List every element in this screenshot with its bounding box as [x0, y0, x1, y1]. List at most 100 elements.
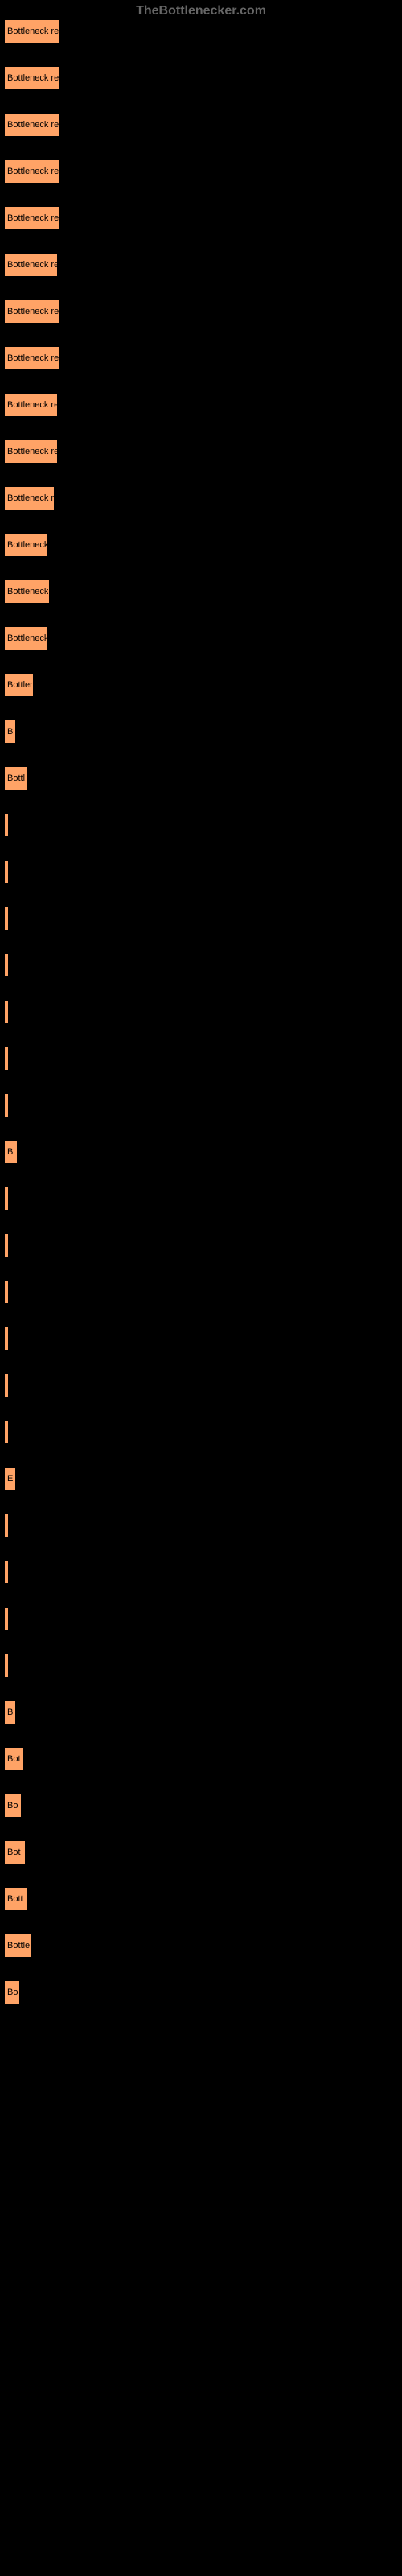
chart-bar: Bottleneck [4, 580, 50, 604]
chart-bar: Bottl [4, 766, 28, 791]
chart-bar: B [4, 720, 16, 744]
bar-link[interactable] [4, 1000, 9, 1024]
chart-bar [4, 1327, 9, 1351]
bar-label: Bottl [7, 774, 25, 783]
bar-label: Bot [7, 1847, 21, 1857]
bar-link[interactable]: Bot [4, 1840, 26, 1864]
chart-bar: B [4, 1700, 16, 1724]
bar-link[interactable]: Bottl [4, 766, 28, 791]
bar-link[interactable] [4, 1560, 9, 1584]
bar-link[interactable] [4, 1280, 9, 1304]
bar-row: Bottle [4, 1934, 402, 1957]
chart-bar: B [4, 1140, 18, 1164]
chart-bar [4, 953, 9, 977]
bar-row: Bottleneck res [4, 347, 402, 369]
bar-row [4, 1001, 402, 1023]
bar-link[interactable]: Bottle [4, 1934, 32, 1958]
bar-link[interactable]: Bottleneck [4, 580, 50, 604]
chart-bar: E [4, 1467, 16, 1491]
bar-link[interactable]: Bottleneck res [4, 66, 60, 90]
bar-link[interactable]: Bot [4, 1747, 24, 1771]
bar-row [4, 907, 402, 930]
bar-link[interactable]: Bottleneck res [4, 159, 60, 184]
bar-row: Bottleneck [4, 627, 402, 650]
bar-link[interactable] [4, 1327, 9, 1351]
bar-link[interactable]: Bottleneck res [4, 19, 60, 43]
bar-label: Bottleneck res [7, 167, 59, 176]
bar-row: Bottleneck res [4, 300, 402, 323]
bar-link[interactable] [4, 1093, 9, 1117]
bar-link[interactable]: Bottleneck [4, 626, 48, 650]
bar-row [4, 861, 402, 883]
bar-link[interactable] [4, 1420, 9, 1444]
bar-link[interactable] [4, 1046, 9, 1071]
bar-link[interactable] [4, 1233, 9, 1257]
bar-link[interactable]: B [4, 1140, 18, 1164]
bar-label: Bottleneck res [7, 27, 59, 36]
chart-bar: Bottleneck [4, 626, 48, 650]
bar-row: Bottl [4, 767, 402, 790]
bar-link[interactable]: Bottleneck res [4, 299, 60, 324]
chart-bar: Bottleneck res [4, 159, 60, 184]
bar-link[interactable]: Bo [4, 1980, 20, 2004]
bar-row [4, 1094, 402, 1117]
bar-link[interactable]: E [4, 1467, 16, 1491]
watermark-text: TheBottlenecker.com [136, 4, 266, 19]
bar-row [4, 1374, 402, 1397]
bar-link[interactable]: Bottleneck r [4, 486, 55, 510]
chart-bar [4, 1560, 9, 1584]
bar-link[interactable] [4, 1607, 9, 1631]
bar-link[interactable] [4, 953, 9, 977]
bar-row [4, 1281, 402, 1303]
bar-link[interactable]: Bottleneck re [4, 393, 58, 417]
chart-bar: Bottleneck re [4, 440, 58, 464]
bar-link[interactable]: Bott [4, 1887, 27, 1911]
bar-row: B [4, 720, 402, 743]
bar-link[interactable] [4, 1187, 9, 1211]
chart-bar: Bottleneck res [4, 299, 60, 324]
chart-bar [4, 1233, 9, 1257]
bar-label: Bottleneck re [7, 400, 57, 410]
bar-row: Bottleneck res [4, 207, 402, 229]
bar-link[interactable]: B [4, 720, 16, 744]
bar-row [4, 1327, 402, 1350]
bar-row: Bottleneck [4, 580, 402, 603]
bar-row: B [4, 1141, 402, 1163]
chart-bar: Bot [4, 1840, 26, 1864]
bar-link[interactable] [4, 906, 9, 931]
bar-link[interactable]: B [4, 1700, 16, 1724]
chart-bar [4, 906, 9, 931]
chart-bar: Bottleneck res [4, 66, 60, 90]
bar-link[interactable]: Bottleneck res [4, 113, 60, 137]
bar-link[interactable]: Bottleneck res [4, 206, 60, 230]
chart-bar [4, 860, 9, 884]
chart-bar [4, 1513, 9, 1538]
bar-link[interactable] [4, 813, 9, 837]
bar-row: Bottleneck re [4, 440, 402, 463]
bar-link[interactable] [4, 1373, 9, 1397]
bar-link[interactable]: Bottleneck [4, 533, 48, 557]
bar-label: B [7, 727, 13, 737]
bar-label: Bottleneck re [7, 260, 57, 270]
chart-bar: Bottleneck re [4, 393, 58, 417]
bar-link[interactable]: Bottleneck re [4, 440, 58, 464]
chart-bar: Bot [4, 1747, 24, 1771]
bar-row: Bott [4, 1888, 402, 1910]
bar-link[interactable]: Bottler [4, 673, 34, 697]
bar-link[interactable] [4, 1653, 9, 1678]
bar-row: Bottleneck res [4, 67, 402, 89]
chart-bar: Bo [4, 1980, 20, 2004]
bar-link[interactable]: Bottleneck re [4, 253, 58, 277]
chart-bar: Bo [4, 1794, 22, 1818]
chart-bar [4, 1187, 9, 1211]
chart-bar: Bottleneck res [4, 19, 60, 43]
bar-row: Bottleneck res [4, 20, 402, 43]
bar-link[interactable]: Bo [4, 1794, 22, 1818]
bar-label: Bo [7, 1988, 18, 1997]
chart-bar: Bottleneck res [4, 346, 60, 370]
bar-link[interactable]: Bottleneck res [4, 346, 60, 370]
bar-label: Bottleneck res [7, 213, 59, 223]
bar-link[interactable] [4, 860, 9, 884]
bar-link[interactable] [4, 1513, 9, 1538]
bar-label: Bottleneck res [7, 73, 59, 83]
